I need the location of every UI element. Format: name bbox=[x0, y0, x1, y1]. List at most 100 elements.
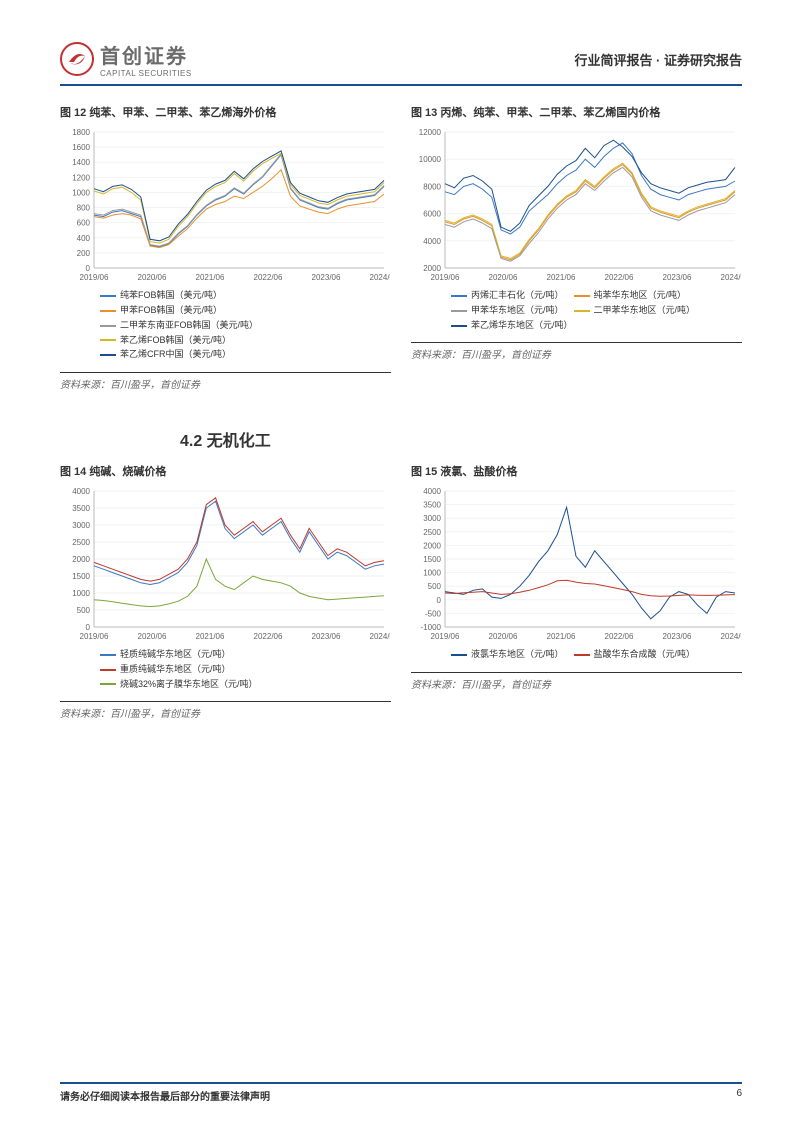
page-footer: 请务必仔细阅读本报告最后部分的重要法律声明 6 bbox=[60, 1082, 742, 1103]
svg-text:500: 500 bbox=[428, 582, 442, 591]
svg-text:1800: 1800 bbox=[72, 128, 90, 137]
svg-text:10000: 10000 bbox=[419, 155, 442, 164]
svg-text:1000: 1000 bbox=[423, 568, 441, 577]
chart-13-svg: 2000 4000 6000 8000 10000 12000 2019/06 2020/06… bbox=[411, 126, 742, 286]
legend-item: 纯苯华东地区（元/吨） bbox=[574, 289, 687, 303]
svg-text:-500: -500 bbox=[425, 609, 442, 618]
svg-text:2023/06: 2023/06 bbox=[312, 632, 341, 641]
legend-item: 苯乙烯华东地区（元/吨） bbox=[451, 319, 573, 333]
svg-text:2000: 2000 bbox=[423, 541, 441, 550]
svg-text:1000: 1000 bbox=[72, 589, 90, 598]
chart-14-source: 资料来源：百川盈孚，首创证券 bbox=[60, 701, 391, 720]
svg-text:2019/06: 2019/06 bbox=[431, 632, 460, 641]
legend-item: 轻质纯碱华东地区（元/吨） bbox=[100, 648, 231, 662]
svg-text:2021/06: 2021/06 bbox=[196, 632, 225, 641]
svg-text:1400: 1400 bbox=[72, 158, 90, 167]
logo-cn: 首创证券 bbox=[100, 40, 192, 69]
chart-14-legend: 轻质纯碱华东地区（元/吨）重质纯碱华东地区（元/吨）烧碱32%离子膜华东地区（元… bbox=[60, 645, 391, 697]
footer-disclaimer: 请务必仔细阅读本报告最后部分的重要法律声明 bbox=[60, 1088, 270, 1103]
chart-row-1: 图 12 纯苯、甲苯、二甲苯、苯乙烯海外价格 02004006008001000… bbox=[60, 104, 742, 409]
logo-en: CAPITAL SECURITIES bbox=[100, 69, 192, 78]
legend-item: 苯乙烯CFR中国（美元/吨） bbox=[100, 348, 231, 362]
svg-text:4000: 4000 bbox=[423, 487, 441, 496]
legend-item: 液氯华东地区（元/吨） bbox=[451, 648, 564, 662]
svg-text:2024/06: 2024/06 bbox=[370, 632, 390, 641]
page-header: 首创证券 CAPITAL SECURITIES 行业简评报告 · 证券研究报告 bbox=[60, 40, 742, 86]
svg-text:0: 0 bbox=[86, 623, 91, 632]
svg-text:600: 600 bbox=[77, 219, 91, 228]
chart-15-svg: -1000 -500 0 500 1000 1500 2000 2500 3000 3500 400… bbox=[411, 485, 742, 645]
chart-14: 图 14 纯碱、烧碱价格 0 500 1000 1500 2000 2500 3000 350… bbox=[60, 463, 391, 738]
header-subtitle: 行业简评报告 · 证券研究报告 bbox=[574, 50, 742, 69]
svg-text:3000: 3000 bbox=[423, 514, 441, 523]
svg-text:6000: 6000 bbox=[423, 210, 441, 219]
svg-text:2023/06: 2023/06 bbox=[663, 273, 692, 282]
legend-item: 纯苯FOB韩国（美元/吨） bbox=[100, 289, 222, 303]
svg-text:2022/06: 2022/06 bbox=[254, 273, 283, 282]
legend-item: 二甲苯东南亚FOB韩国（美元/吨） bbox=[100, 319, 258, 333]
legend-item: 甲苯华东地区（元/吨） bbox=[451, 304, 564, 318]
svg-text:2000: 2000 bbox=[72, 555, 90, 564]
svg-text:2020/06: 2020/06 bbox=[138, 632, 167, 641]
svg-text:2022/06: 2022/06 bbox=[254, 632, 283, 641]
svg-text:4000: 4000 bbox=[423, 237, 441, 246]
svg-text:1500: 1500 bbox=[72, 572, 90, 581]
svg-text:500: 500 bbox=[77, 606, 91, 615]
legend-item: 盐酸华东合成酸（元/吨） bbox=[574, 648, 696, 662]
chart-12-source: 资料来源：百川盈孚，首创证券 bbox=[60, 372, 391, 391]
svg-text:200: 200 bbox=[77, 249, 91, 258]
chart-13-legend: 丙烯汇丰石化（元/吨） 纯苯华东地区（元/吨） 甲苯华东地区（元/吨） 二甲苯华东地区… bbox=[411, 286, 742, 338]
chart-14-svg: 050010001500200025003000350040002019/062… bbox=[60, 485, 391, 645]
svg-text:2022/06: 2022/06 bbox=[605, 273, 634, 282]
svg-text:2024/06: 2024/06 bbox=[721, 273, 741, 282]
chart-row-2: 图 14 纯碱、烧碱价格 0 500 1000 1500 2000 2500 3000 350… bbox=[60, 463, 742, 738]
chart-13-source: 资料来源：百川盈孚，首创证券 bbox=[411, 342, 742, 361]
svg-text:2022/06: 2022/06 bbox=[605, 632, 634, 641]
legend-item: 二甲苯华东地区（元/吨） bbox=[574, 304, 696, 318]
svg-text:2000: 2000 bbox=[423, 264, 441, 273]
svg-text:2023/06: 2023/06 bbox=[663, 632, 692, 641]
svg-text:3500: 3500 bbox=[423, 500, 441, 509]
svg-text:12000: 12000 bbox=[419, 128, 442, 137]
svg-text:2020/06: 2020/06 bbox=[489, 273, 518, 282]
chart-15: 图 15 液氯、盐酸价格 -1000 -500 0 500 1000 1500 2000 25… bbox=[411, 463, 742, 738]
legend-item: 苯乙烯FOB韩国（美元/吨） bbox=[100, 334, 231, 348]
svg-text:8000: 8000 bbox=[423, 182, 441, 191]
logo-block: 首创证券 CAPITAL SECURITIES bbox=[60, 40, 192, 78]
svg-text:3500: 3500 bbox=[72, 504, 90, 513]
svg-text:0: 0 bbox=[437, 596, 442, 605]
svg-text:800: 800 bbox=[77, 204, 91, 213]
chart-15-source: 资料来源：百川盈孚，首创证券 bbox=[411, 672, 742, 691]
svg-text:2021/06: 2021/06 bbox=[196, 273, 225, 282]
legend-item: 重质纯碱华东地区（元/吨） bbox=[100, 663, 231, 677]
svg-text:2021/06: 2021/06 bbox=[547, 273, 576, 282]
svg-text:2024/06: 2024/06 bbox=[721, 632, 741, 641]
svg-text:2021/06: 2021/06 bbox=[547, 632, 576, 641]
svg-text:2019/06: 2019/06 bbox=[80, 273, 109, 282]
svg-text:2023/06: 2023/06 bbox=[312, 273, 341, 282]
legend-item: 甲苯FOB韩国（美元/吨） bbox=[100, 304, 222, 318]
logo-text: 首创证券 CAPITAL SECURITIES bbox=[100, 40, 192, 78]
chart-13: 图 13 丙烯、纯苯、甲苯、二甲苯、苯乙烯国内价格 2000 4000 6000 80… bbox=[411, 104, 742, 409]
chart-14-title: 图 14 纯碱、烧碱价格 bbox=[60, 463, 391, 479]
svg-text:2500: 2500 bbox=[423, 528, 441, 537]
svg-text:0: 0 bbox=[86, 264, 91, 273]
legend-item: 丙烯汇丰石化（元/吨） bbox=[451, 289, 564, 303]
svg-text:-1000: -1000 bbox=[421, 623, 442, 632]
logo-icon bbox=[60, 42, 94, 76]
svg-text:1500: 1500 bbox=[423, 555, 441, 564]
svg-text:2020/06: 2020/06 bbox=[138, 273, 167, 282]
chart-15-title: 图 15 液氯、盐酸价格 bbox=[411, 463, 742, 479]
svg-text:2500: 2500 bbox=[72, 538, 90, 547]
chart-12-title: 图 12 纯苯、甲苯、二甲苯、苯乙烯海外价格 bbox=[60, 104, 391, 120]
svg-text:2019/06: 2019/06 bbox=[431, 273, 460, 282]
svg-text:2019/06: 2019/06 bbox=[80, 632, 109, 641]
svg-text:1200: 1200 bbox=[72, 173, 90, 182]
svg-text:3000: 3000 bbox=[72, 521, 90, 530]
chart-12-svg: 0200400600800100012001400160018002019/06… bbox=[60, 126, 391, 286]
svg-text:2020/06: 2020/06 bbox=[489, 632, 518, 641]
svg-text:2024/06: 2024/06 bbox=[370, 273, 390, 282]
chart-15-legend: 液氯华东地区（元/吨） 盐酸华东合成酸（元/吨） bbox=[411, 645, 742, 668]
svg-text:1000: 1000 bbox=[72, 188, 90, 197]
chart-13-title: 图 13 丙烯、纯苯、甲苯、二甲苯、苯乙烯国内价格 bbox=[411, 104, 742, 120]
